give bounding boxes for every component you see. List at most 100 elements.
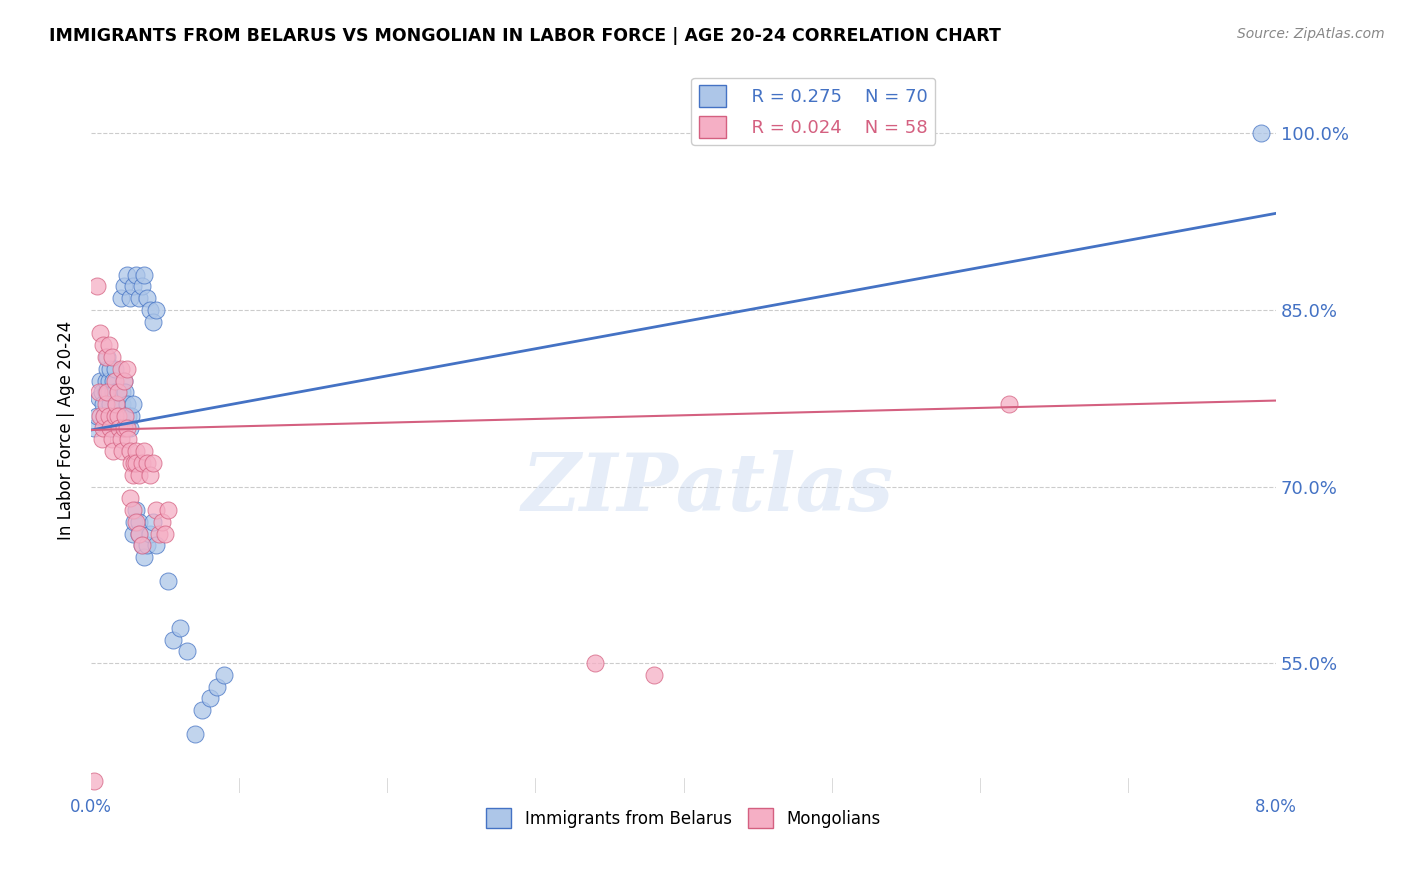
Point — [145, 302, 167, 317]
Point — [115, 361, 138, 376]
Point — [90, 433, 112, 447]
Point — [94, 397, 117, 411]
Point — [124, 268, 146, 282]
Point — [96, 350, 118, 364]
Point — [136, 456, 159, 470]
Point — [103, 374, 125, 388]
Point — [107, 385, 129, 400]
Point — [128, 526, 150, 541]
Point — [142, 315, 165, 329]
Point — [157, 503, 180, 517]
Point — [100, 361, 122, 376]
Point — [134, 268, 156, 282]
Point — [101, 420, 124, 434]
Point — [117, 409, 139, 423]
Point — [96, 385, 118, 400]
Point — [142, 456, 165, 470]
Point — [112, 374, 135, 388]
Point — [122, 515, 145, 529]
Point — [97, 409, 120, 423]
Point — [101, 433, 124, 447]
Point — [198, 691, 221, 706]
Point — [86, 279, 108, 293]
Point — [104, 374, 127, 388]
Point — [124, 503, 146, 517]
Point — [134, 550, 156, 565]
Point — [110, 361, 132, 376]
Point — [134, 444, 156, 458]
Point — [998, 397, 1021, 411]
Point — [115, 397, 138, 411]
Point — [117, 433, 139, 447]
Point — [128, 515, 150, 529]
Point — [83, 420, 105, 434]
Point — [110, 291, 132, 305]
Point — [153, 526, 176, 541]
Point — [114, 409, 136, 423]
Point — [97, 338, 120, 352]
Text: IMMIGRANTS FROM BELARUS VS MONGOLIAN IN LABOR FORCE | AGE 20-24 CORRELATION CHAR: IMMIGRANTS FROM BELARUS VS MONGOLIAN IN … — [49, 27, 1001, 45]
Point — [83, 773, 105, 788]
Point — [112, 420, 135, 434]
Point — [1250, 126, 1272, 140]
Point — [89, 409, 111, 423]
Point — [91, 420, 114, 434]
Point — [101, 350, 124, 364]
Point — [124, 515, 146, 529]
Legend: Immigrants from Belarus, Mongolians: Immigrants from Belarus, Mongolians — [479, 801, 887, 835]
Point — [124, 444, 146, 458]
Point — [96, 361, 118, 376]
Point — [150, 515, 173, 529]
Point — [145, 538, 167, 552]
Point — [115, 420, 138, 434]
Point — [108, 420, 131, 434]
Point — [97, 385, 120, 400]
Point — [87, 385, 110, 400]
Point — [103, 385, 125, 400]
Point — [100, 420, 122, 434]
Point — [121, 526, 143, 541]
Point — [643, 668, 665, 682]
Point — [104, 385, 127, 400]
Point — [121, 279, 143, 293]
Point — [104, 361, 127, 376]
Point — [162, 632, 184, 647]
Point — [148, 526, 170, 541]
Point — [121, 467, 143, 482]
Point — [111, 444, 134, 458]
Point — [583, 656, 606, 670]
Point — [139, 302, 162, 317]
Point — [94, 385, 117, 400]
Point — [124, 456, 146, 470]
Point — [121, 503, 143, 517]
Point — [131, 456, 153, 470]
Point — [169, 621, 191, 635]
Point — [122, 456, 145, 470]
Point — [114, 385, 136, 400]
Point — [128, 291, 150, 305]
Point — [110, 433, 132, 447]
Point — [184, 727, 207, 741]
Point — [205, 680, 228, 694]
Point — [90, 385, 112, 400]
Point — [105, 397, 128, 411]
Point — [101, 409, 124, 423]
Point — [110, 420, 132, 434]
Point — [176, 644, 198, 658]
Point — [136, 291, 159, 305]
Point — [94, 374, 117, 388]
Point — [112, 279, 135, 293]
Point — [94, 350, 117, 364]
Text: Source: ZipAtlas.com: Source: ZipAtlas.com — [1237, 27, 1385, 41]
Point — [105, 397, 128, 411]
Point — [86, 409, 108, 423]
Point — [89, 374, 111, 388]
Point — [157, 574, 180, 588]
Text: ZIPatlas: ZIPatlas — [522, 450, 893, 527]
Point — [91, 397, 114, 411]
Point — [91, 338, 114, 352]
Point — [118, 444, 141, 458]
Point — [89, 326, 111, 341]
Point — [103, 444, 125, 458]
Point — [93, 409, 115, 423]
